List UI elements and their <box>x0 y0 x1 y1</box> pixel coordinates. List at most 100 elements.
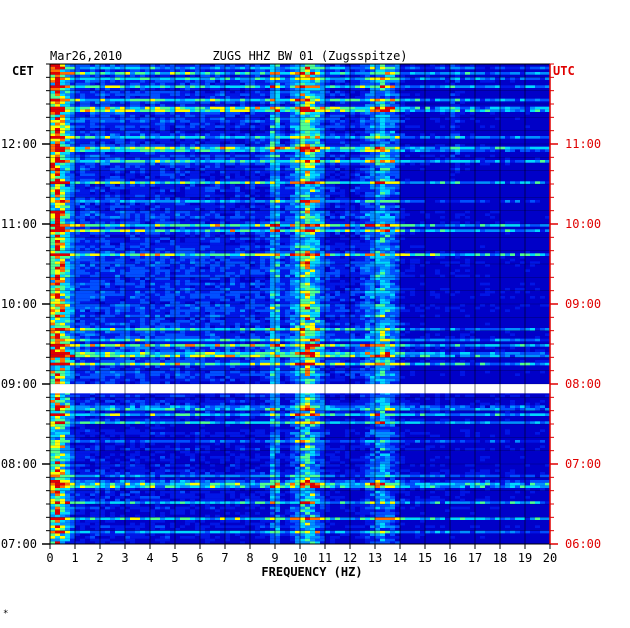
spectrogram-cell <box>60 421 65 424</box>
spectrogram-cell <box>255 338 260 342</box>
spectrogram-cell <box>375 362 380 366</box>
spectrogram-cell <box>445 405 450 408</box>
spectrogram-cell <box>65 360 70 363</box>
spectrogram-cell <box>355 408 360 411</box>
spectrogram-cell <box>80 501 85 504</box>
spectrogram-cell <box>150 410 155 414</box>
spectrogram-cell <box>445 482 450 486</box>
spectrogram-cell <box>445 485 450 488</box>
spectrogram-cell <box>90 373 95 376</box>
spectrogram-cell <box>65 458 70 462</box>
spectrogram-cell <box>525 362 530 366</box>
spectrogram-cell <box>515 413 520 416</box>
spectrogram-cell <box>275 434 280 438</box>
spectrogram-cell <box>430 344 435 347</box>
spectrogram-cell <box>255 352 260 355</box>
spectrogram-cell <box>510 472 515 475</box>
spectrogram-cell <box>540 485 545 488</box>
spectrogram-cell <box>385 530 390 534</box>
spectrogram-cell <box>350 421 355 424</box>
spectrogram-cell <box>370 416 375 419</box>
spectrogram-cell <box>100 413 105 416</box>
spectrogram-cell <box>230 496 235 499</box>
spectrogram-cell <box>375 413 380 416</box>
spectrogram-cell <box>395 352 400 355</box>
spectrogram-cell <box>270 346 275 350</box>
spectrogram-cell <box>305 453 310 456</box>
spectrogram-cell <box>55 480 60 483</box>
spectrogram-cell <box>110 344 115 347</box>
spectrogram-cell <box>460 352 465 355</box>
spectrogram-cell <box>300 426 305 430</box>
spectrogram-cell <box>475 525 480 528</box>
spectrogram-cell <box>310 341 315 344</box>
spectrogram-cell <box>245 512 250 515</box>
spectrogram-cell <box>380 437 385 440</box>
spectrogram-cell <box>420 517 425 520</box>
spectrogram-cell <box>365 328 370 331</box>
spectrogram-cell <box>375 424 380 427</box>
spectrogram-cell <box>460 421 465 424</box>
spectrogram-cell <box>85 432 90 435</box>
spectrogram-cell <box>215 408 220 411</box>
spectrogram-cell <box>50 538 55 542</box>
spectrogram-cell <box>140 368 145 371</box>
spectrogram-cell <box>380 490 385 494</box>
spectrogram-cell <box>370 392 375 395</box>
spectrogram-cell <box>65 490 70 494</box>
spectrogram-cell <box>275 368 280 371</box>
spectrogram-cell <box>190 504 195 507</box>
spectrogram-cell <box>235 517 240 520</box>
spectrogram-cell <box>115 501 120 504</box>
spectrogram-cell <box>265 368 270 371</box>
spectrogram-cell <box>335 349 340 352</box>
spectrogram-cell <box>350 408 355 411</box>
spectrogram-cell <box>315 445 320 448</box>
spectrogram-cell <box>245 378 250 382</box>
spectrogram-cell <box>230 440 235 443</box>
spectrogram-cell <box>145 354 150 358</box>
spectrogram-cell <box>290 440 295 443</box>
spectrogram-cell <box>505 418 510 422</box>
spectrogram-cell <box>275 357 280 360</box>
spectrogram-cell <box>315 402 320 406</box>
spectrogram-cell <box>490 338 495 342</box>
spectrogram-cell <box>510 352 515 355</box>
spectrogram-cell <box>245 346 250 350</box>
spectrogram-cell <box>305 504 310 507</box>
spectrogram-cell <box>415 530 420 534</box>
spectrogram-cell <box>195 330 200 334</box>
spectrogram-cell <box>100 344 105 347</box>
spectrogram-cell <box>190 432 195 435</box>
spectrogram-cell <box>460 413 465 416</box>
spectrogram-cell <box>300 538 305 542</box>
spectrogram-cell <box>355 488 360 491</box>
spectrogram-cell <box>180 480 185 483</box>
spectrogram-cell <box>270 381 275 384</box>
spectrogram-cell <box>440 525 445 528</box>
spectrogram-cell <box>365 333 370 336</box>
spectrogram-cell <box>80 352 85 355</box>
spectrogram-cell <box>320 456 325 459</box>
spectrogram-cell <box>170 410 175 414</box>
spectrogram-cell <box>55 349 60 352</box>
spectrogram-cell <box>110 328 115 331</box>
spectrogram-cell <box>530 490 535 494</box>
spectrogram-cell <box>190 496 195 499</box>
spectrogram-cell <box>330 354 335 358</box>
spectrogram-cell <box>70 344 75 347</box>
spectrogram-cell <box>135 472 140 475</box>
spectrogram-cell <box>70 394 75 398</box>
spectrogram-cell <box>310 525 315 528</box>
spectrogram-cell <box>420 413 425 416</box>
spectrogram-cell <box>545 408 550 411</box>
spectrogram-cell <box>485 328 490 331</box>
spectrogram-cell <box>70 472 75 475</box>
spectrogram-cell <box>80 378 85 382</box>
spectrogram-cell <box>450 362 455 366</box>
spectrogram-cell <box>85 456 90 459</box>
spectrogram-cell <box>270 426 275 430</box>
spectrogram-cell <box>345 330 350 334</box>
spectrogram-cell <box>375 541 380 544</box>
spectrogram-cell <box>365 341 370 344</box>
